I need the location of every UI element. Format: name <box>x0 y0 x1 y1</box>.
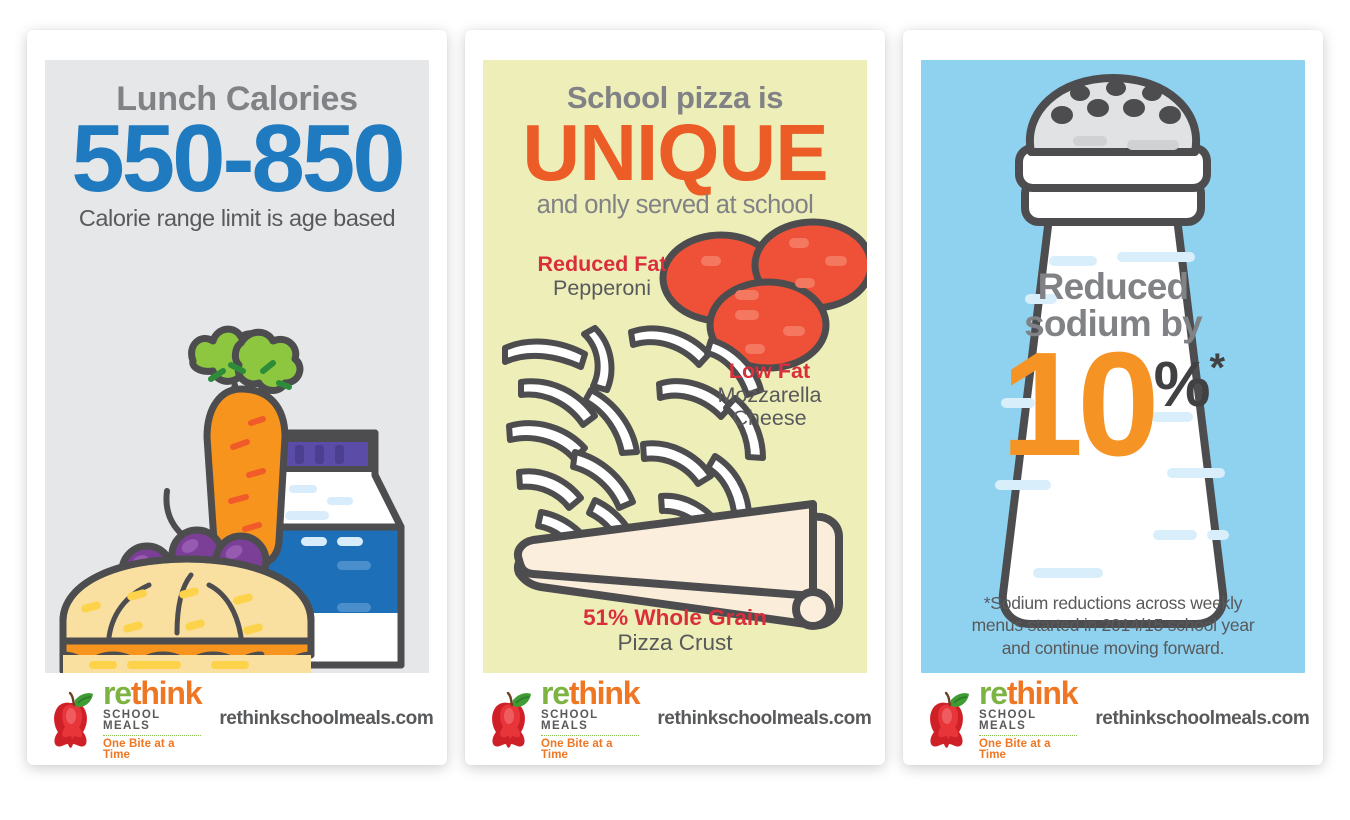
website-url-school-pizza[interactable]: rethinkschoolmeals.com <box>657 708 872 729</box>
logo-subtitle: SCHOOL MEALS <box>979 709 1078 736</box>
label-cheese-text-line2: Cheese <box>732 406 807 431</box>
card-reduced-sodium: Reduced sodium by 10 % * *Sodium reducti… <box>903 30 1323 765</box>
logo-wordmark: rethink <box>541 674 641 711</box>
sodium-footnote-line3: and continue moving forward. <box>1001 637 1225 658</box>
logo-word-think: think <box>1006 674 1079 711</box>
apple-core-icon <box>54 691 93 748</box>
subtitle-served-at-school: and only served at school <box>536 191 814 220</box>
logo-tagline: One Bite at a Time <box>541 737 613 761</box>
card-footer-reduced-sodium: rethink SCHOOL MEALS One Bite at a Time … <box>921 673 1310 765</box>
logo-word-think: think <box>568 674 641 711</box>
asterisk-marker: * <box>1209 346 1226 390</box>
label-crust-text: Pizza Crust <box>617 629 733 655</box>
label-crust: 51% Whole Grain Pizza Crust <box>483 605 867 655</box>
logo-tagline: One Bite at a Time <box>979 737 1051 761</box>
logo-tagline: One Bite at a Time <box>103 737 175 761</box>
website-url-reduced-sodium[interactable]: rethinkschoolmeals.com <box>1095 708 1310 729</box>
sodium-headline-line1: Reduced <box>1037 266 1189 307</box>
logo-word-think: think <box>130 674 203 711</box>
rethink-logo[interactable]: rethink SCHOOL MEALS One Bite at a Time <box>927 674 1079 762</box>
rethink-logo[interactable]: rethink SCHOOL MEALS One Bite at a Time <box>51 674 203 762</box>
logo-word-re: re <box>979 674 1008 711</box>
logo-wordmark: rethink <box>103 674 203 711</box>
label-cheese-text-line1: Mozzarella <box>717 382 822 407</box>
sodium-footnote-line1: *Sodium reductions across weekly <box>983 592 1243 613</box>
logo-word-re: re <box>103 674 132 711</box>
rethink-logo[interactable]: rethink SCHOOL MEALS One Bite at a Time <box>489 674 641 762</box>
label-pepperoni-text: Pepperoni <box>552 276 652 301</box>
lunch-food-illustration <box>59 325 405 673</box>
apple-core-icon <box>930 691 969 748</box>
panel-lunch-calories: Lunch Calories 550-850 Calorie range lim… <box>45 60 429 673</box>
headline-unique: UNIQUE <box>522 108 828 197</box>
page-title-school-pizza: School pizza is <box>566 80 784 115</box>
panel-reduced-sodium: Reduced sodium by 10 % * *Sodium reducti… <box>921 60 1305 673</box>
logo-wordmark: rethink <box>979 674 1079 711</box>
panel-school-pizza: School pizza is UNIQUE and only served a… <box>483 60 867 673</box>
calorie-range-value: 550-850 <box>71 105 405 212</box>
label-crust-emphasis: 51% Whole Grain <box>583 604 767 630</box>
sodium-headline-line2: sodium by <box>1024 303 1203 344</box>
sodium-footnote: *Sodium reductions across weekly menus s… <box>943 592 1283 659</box>
logo-subtitle: SCHOOL MEALS <box>103 709 202 736</box>
logo-word-re: re <box>541 674 570 711</box>
sodium-footnote-line2: menus started in 2014/15 school year <box>971 615 1255 636</box>
label-cheese: Low Fat Mozzarella Cheese <box>682 359 857 431</box>
sodium-headline-block: Reduced sodium by 10 % * <box>921 266 1305 487</box>
label-cheese-emphasis: Low Fat <box>728 359 811 383</box>
card-lunch-calories: Lunch Calories 550-850 Calorie range lim… <box>27 30 447 765</box>
card-footer-school-pizza: rethink SCHOOL MEALS One Bite at a Time … <box>483 673 872 765</box>
sodium-percent-block: 10 % * <box>1000 322 1226 487</box>
label-pepperoni-emphasis: Reduced Fat <box>537 252 667 276</box>
calorie-range-note: Calorie range limit is age based <box>78 205 396 232</box>
website-url-lunch-calories[interactable]: rethinkschoolmeals.com <box>219 708 434 729</box>
pizza-ingredients-illustration <box>502 218 867 630</box>
sodium-reduction-value: 10 <box>1000 322 1160 487</box>
card-footer-lunch-calories: rethink SCHOOL MEALS One Bite at a Time … <box>45 673 434 765</box>
percent-symbol: % <box>1153 348 1211 420</box>
salt-shaker-illustration <box>995 74 1229 628</box>
label-pepperoni: Reduced Fat Pepperoni <box>507 252 697 300</box>
apple-core-icon <box>492 691 531 748</box>
logo-subtitle: SCHOOL MEALS <box>541 709 640 736</box>
page-title-lunch-calories: Lunch Calories <box>116 80 358 118</box>
card-school-pizza: School pizza is UNIQUE and only served a… <box>465 30 885 765</box>
